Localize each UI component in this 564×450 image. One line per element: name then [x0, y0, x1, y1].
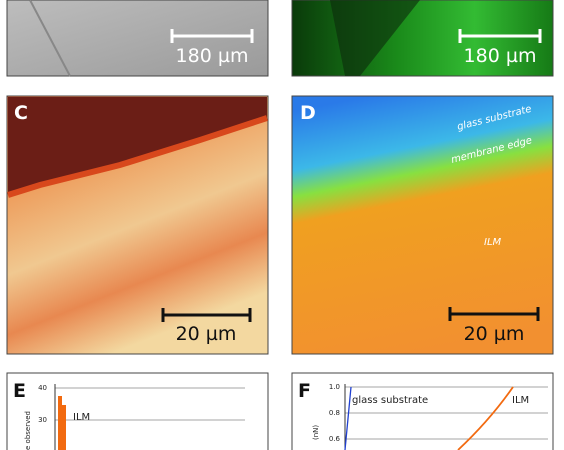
panel-c-edge [7, 115, 268, 198]
y-tick-label: 40 [38, 384, 47, 392]
panel-a-feature [29, 0, 71, 77]
scale-bar-label: 180 µm [464, 45, 537, 67]
curve [344, 386, 352, 450]
panel-label: E [13, 380, 26, 402]
panel-b-feature [330, 0, 420, 76]
panel-label: F [298, 380, 311, 402]
scale-bar-label: 20 µm [464, 323, 525, 345]
scale-bar-label: 20 µm [176, 323, 237, 345]
curve [457, 386, 514, 450]
annotation: glass substrate [352, 395, 428, 406]
y-tick-label: 1.0 [329, 383, 340, 391]
panel-label: D [300, 102, 316, 124]
scale-bar-label: 180 µm [176, 45, 249, 67]
panel-f-frame [291, 372, 554, 450]
annotation: ILM [484, 237, 502, 248]
y-tick-label: 30 [38, 416, 47, 424]
panel-c-dark [8, 97, 267, 195]
panel-e-frame [6, 372, 269, 450]
y-axis-label: e observed [24, 411, 32, 450]
y-tick-label: 0.8 [329, 409, 340, 417]
panel-d-image [291, 95, 554, 355]
bar [62, 405, 66, 450]
panel-label: C [14, 102, 28, 124]
panel-b-image [291, 0, 554, 77]
y-axis-label: (nN) [312, 425, 320, 440]
annotation: ILM [73, 412, 90, 423]
y-tick-label: 0.6 [329, 435, 341, 443]
annotation: ILM [512, 395, 529, 406]
bar [58, 396, 62, 450]
